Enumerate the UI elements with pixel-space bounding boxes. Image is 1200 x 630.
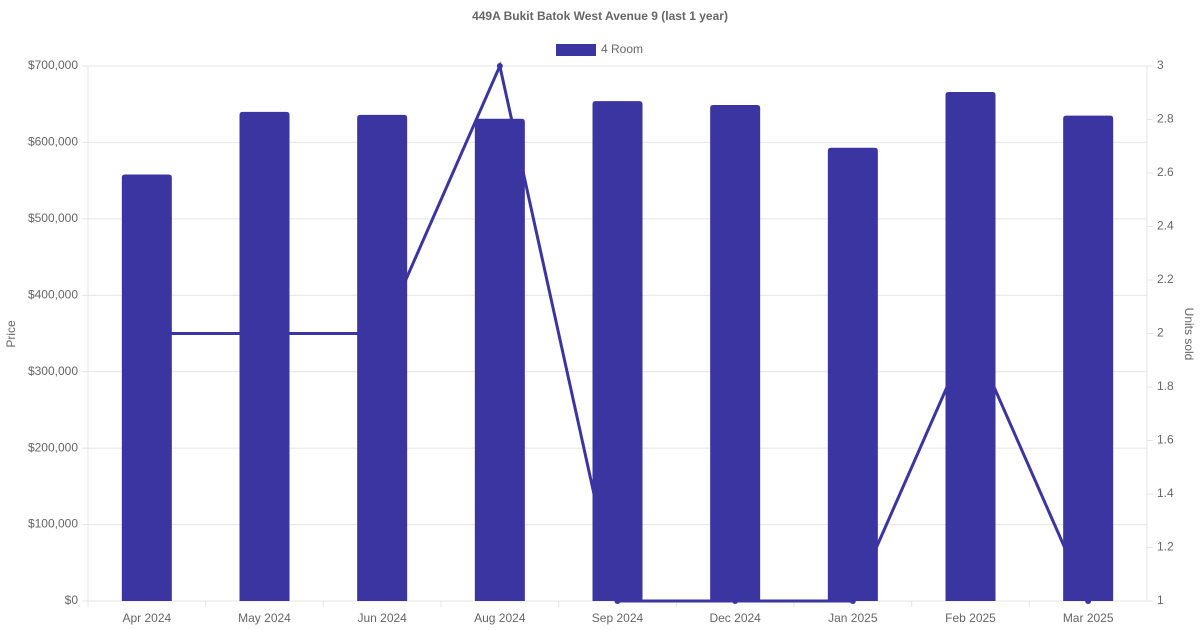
bar (474, 118, 525, 601)
y2-tick-label: 2.2 (1157, 272, 1174, 286)
y2-tick-label: 1.4 (1157, 486, 1174, 500)
x-tick-label: Apr 2024 (122, 611, 171, 625)
bar (1063, 115, 1114, 601)
y-tick-label: $600,000 (28, 135, 78, 149)
x-tick-label: Jun 2024 (357, 611, 407, 625)
y2-tick-label: 2.6 (1157, 165, 1174, 179)
y2-tick-label: 2 (1157, 326, 1164, 340)
bar (945, 91, 996, 601)
x-tick-label: May 2024 (238, 611, 291, 625)
bar (239, 111, 290, 601)
y2-tick-label: 1.8 (1157, 379, 1174, 393)
bar (827, 147, 878, 601)
x-tick-label: Mar 2025 (1063, 611, 1114, 625)
chart-title: 449A Bukit Batok West Avenue 9 (last 1 y… (472, 9, 728, 23)
x-tick-label: Dec 2024 (709, 611, 761, 625)
y-tick-label: $400,000 (28, 287, 78, 301)
bar (357, 114, 408, 602)
x-tick-label: Jan 2025 (828, 611, 878, 625)
y2-tick-label: 1.6 (1157, 433, 1174, 447)
y-tick-label: $0 (65, 593, 79, 607)
bar (710, 104, 761, 601)
x-tick-label: Aug 2024 (474, 611, 526, 625)
bar (592, 101, 643, 602)
y2-tick-label: 2.8 (1157, 112, 1174, 126)
y2-axis-title: Units sold (1182, 308, 1196, 361)
legend-swatch (556, 44, 596, 56)
y2-tick-label: 2.4 (1157, 219, 1174, 233)
y2-tick-label: 1 (1157, 593, 1164, 607)
y-tick-label: $500,000 (28, 211, 78, 225)
y-tick-label: $100,000 (28, 517, 78, 531)
y-axis-title: Price (4, 320, 18, 348)
bar (121, 174, 172, 601)
x-tick-label: Feb 2025 (945, 611, 996, 625)
y2-tick-label: 3 (1157, 58, 1164, 72)
legend-label: 4 Room (601, 42, 643, 56)
y-tick-label: $300,000 (28, 364, 78, 378)
y2-tick-label: 1.2 (1157, 540, 1174, 554)
y-tick-label: $700,000 (28, 58, 78, 72)
line-point (496, 63, 503, 69)
y-tick-label: $200,000 (28, 440, 78, 454)
x-tick-label: Sep 2024 (592, 611, 644, 625)
